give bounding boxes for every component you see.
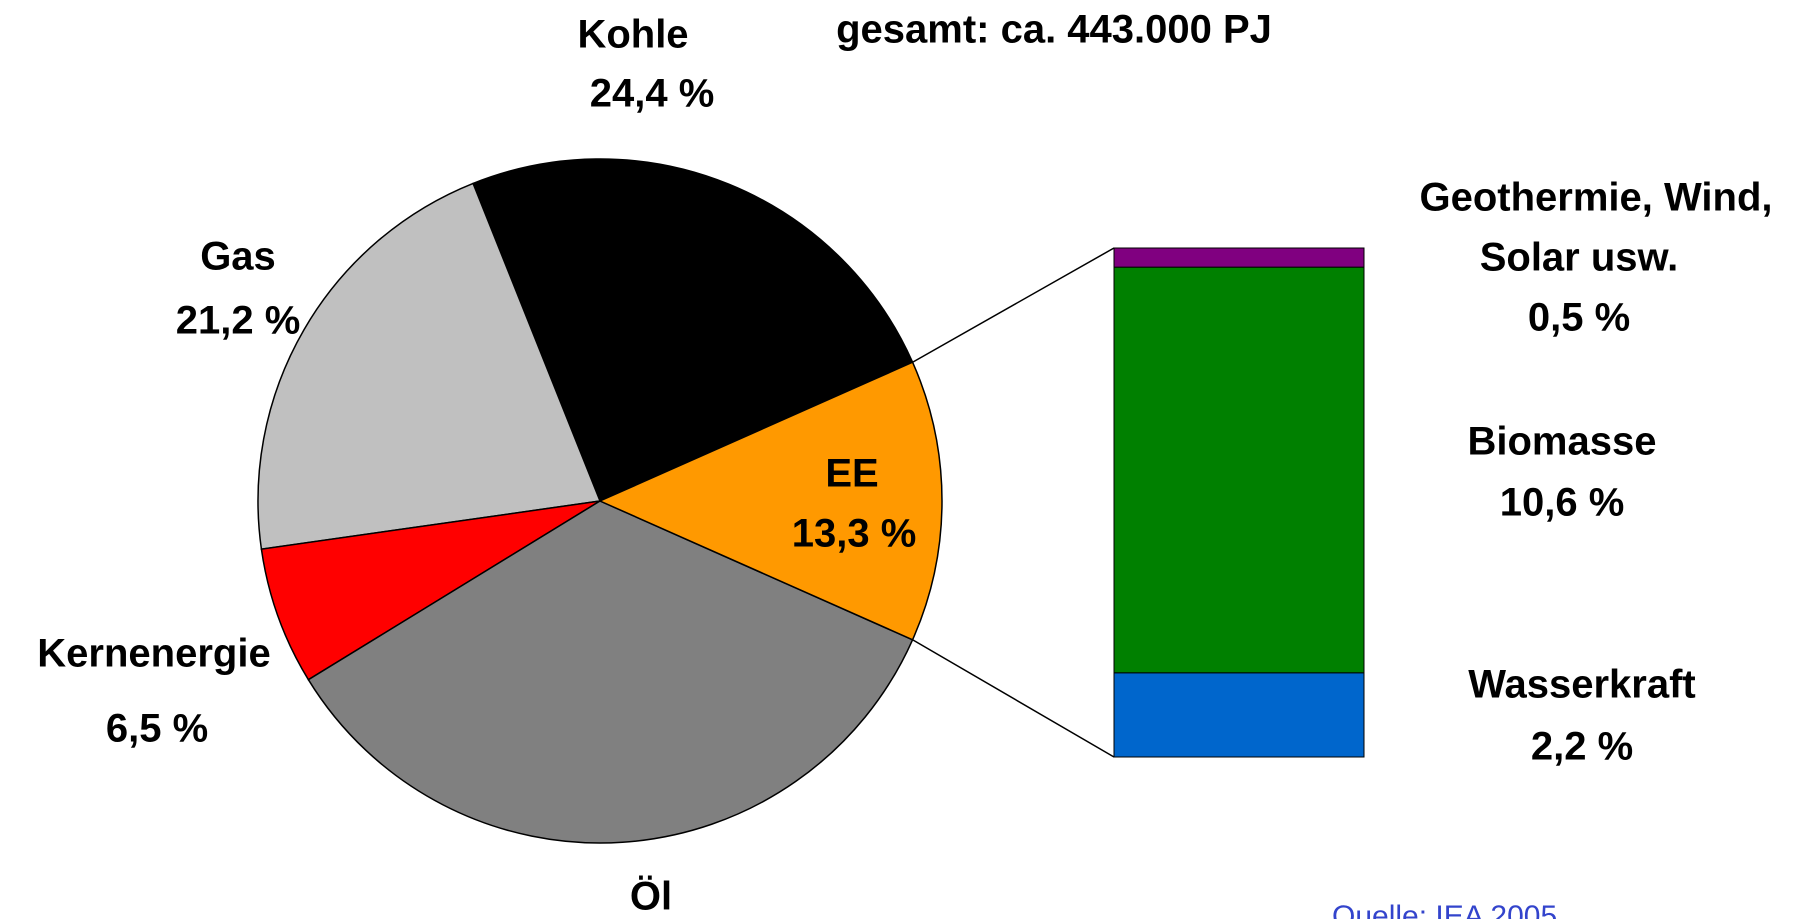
pie-slice [257,182,602,551]
connector [912,247,1115,363]
bar-value: 10,6 % [1500,481,1625,525]
slice-value: 21,2 % [176,299,301,343]
bar-segment [1113,266,1365,674]
connector [912,639,1115,758]
pie-slice [598,361,943,641]
source: Quelle: IEA 2005 [1332,900,1557,919]
pie-slice [472,158,914,503]
bar-label: Solar usw. [1480,236,1679,280]
slice-value: 24,4 % [590,72,715,116]
bar-value: 2,2 % [1531,725,1633,769]
slice-value: 13,3 % [792,512,917,556]
bar-label: Geothermie, Wind, [1419,176,1772,220]
slice-value: 6,5 % [106,707,208,751]
slice-label: Öl [630,874,672,919]
bar-label: Biomasse [1468,420,1657,464]
slice-label: Gas [200,235,276,279]
slice-label: Kohle [577,13,688,57]
bar-label: Wasserkraft [1468,663,1696,707]
bar-value: 0,5 % [1528,296,1630,340]
slice-label: Kernenergie [37,632,270,676]
bar-segment [1113,247,1365,268]
pie-slice [307,500,914,844]
chart-title: gesamt: ca. 443.000 PJ [836,8,1272,52]
bar-segment [1113,672,1365,758]
marks [257,158,1365,844]
slice-label: EE [825,452,878,496]
pie-slice [260,500,601,681]
